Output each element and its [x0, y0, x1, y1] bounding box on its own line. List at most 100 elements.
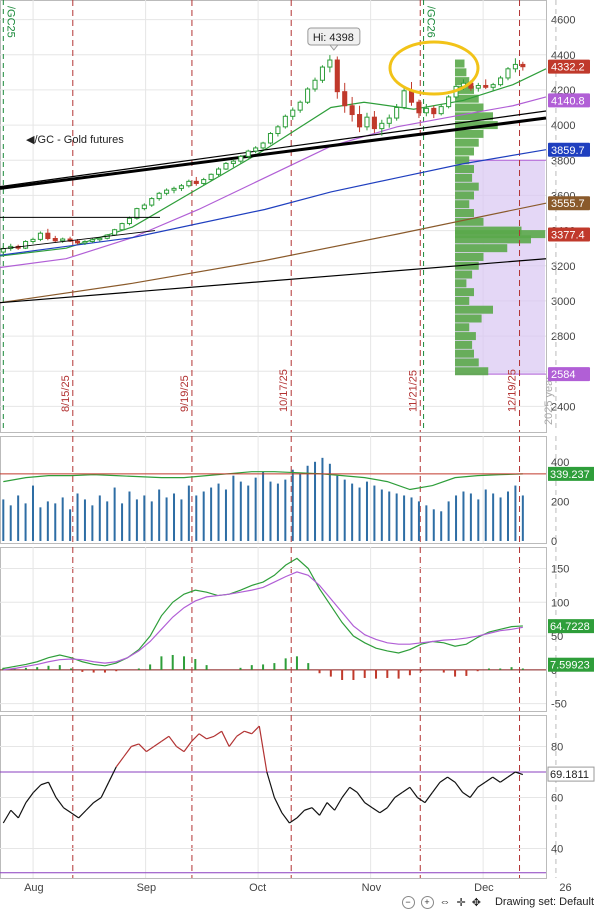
price-tag-label: 7.59923 — [550, 660, 590, 672]
rsi-line-segment — [153, 740, 162, 747]
histogram-bar — [24, 667, 27, 670]
histogram-bar — [397, 669, 400, 679]
histogram-bar — [352, 669, 355, 680]
rsi-line-segment — [289, 817, 298, 824]
price-tag-box — [548, 657, 594, 672]
rsi-line-segment — [386, 797, 396, 809]
y-tick-label: 200 — [551, 496, 569, 508]
candle-body — [45, 232, 51, 239]
volume-profile-bar — [455, 252, 484, 261]
histogram-bar — [81, 669, 84, 672]
candle-body — [216, 168, 222, 175]
histogram-bar — [149, 664, 152, 670]
volume-profile-bar — [455, 147, 474, 156]
candle-body — [364, 116, 370, 128]
volume-bar — [254, 477, 257, 541]
histogram-bar — [183, 656, 186, 670]
volume-bar — [365, 481, 368, 541]
fit-icon[interactable]: ⇔ — [439, 896, 451, 908]
candle-body — [126, 217, 133, 225]
crosshair-icon[interactable]: ✛ — [456, 896, 466, 909]
histogram-bar — [262, 664, 265, 670]
y-tick-label: 4000 — [551, 120, 575, 132]
histogram-bar — [250, 665, 253, 670]
histogram-bar — [205, 665, 208, 670]
rsi-line-segment — [334, 797, 343, 811]
study-line — [0, 202, 547, 304]
highlight-circle — [388, 40, 480, 96]
histogram-bar — [318, 669, 321, 674]
rsi-line-segment — [32, 784, 42, 793]
rsi-line-segment — [221, 730, 230, 747]
volume-profile-bar — [455, 182, 479, 191]
y-tick-label: 60 — [551, 793, 563, 805]
volume-bar — [9, 505, 12, 541]
volume-profile-bar — [455, 112, 493, 121]
rsi-line-segment — [40, 781, 49, 786]
volume-profile-bar — [455, 129, 484, 138]
volume-profile-bar — [455, 138, 479, 147]
rsi-line-segment — [206, 735, 215, 740]
study-line — [0, 149, 547, 256]
candle-body — [253, 147, 259, 152]
rsi-line-segment — [432, 781, 441, 793]
rsi-line-segment — [507, 771, 516, 778]
candle-body — [156, 192, 162, 200]
volume-bar — [477, 499, 480, 541]
volume-bar — [380, 489, 383, 541]
volume-profile-bar — [455, 165, 474, 174]
histogram-bar — [386, 669, 389, 678]
candle-body — [186, 180, 192, 187]
volume-bar — [239, 481, 242, 541]
candle-body — [245, 150, 251, 157]
volume-bar — [291, 469, 294, 541]
rsi-line-segment — [191, 733, 200, 742]
volume-bar — [455, 495, 458, 541]
rsi-line-segment — [161, 735, 170, 742]
price-tag-box — [548, 59, 590, 74]
volume-profile-bar — [455, 59, 465, 68]
volume-bar — [321, 457, 324, 541]
volume-profile-bar — [455, 305, 493, 314]
volume-profile-bar — [455, 261, 479, 270]
zoom-out-icon[interactable]: − — [401, 895, 415, 909]
volume-bar — [514, 485, 517, 541]
candle-body — [327, 59, 333, 68]
volume-bar — [425, 505, 428, 541]
candle-body — [401, 90, 407, 108]
volume-bar — [173, 493, 176, 541]
candle-body — [371, 116, 377, 130]
drawing-set-label[interactable]: Drawing set: Default — [494, 896, 594, 908]
rsi-line-segment — [424, 792, 433, 803]
symbol-label: ◀/GC - Gold futures — [26, 134, 124, 146]
rsi-line-segment — [319, 802, 328, 816]
y-tick-label: 50 — [551, 631, 563, 643]
momentum-line — [3, 571, 523, 671]
volume-profile-bar — [455, 314, 482, 323]
price-tag-box — [548, 93, 590, 108]
rsi-line-segment — [70, 812, 79, 819]
histogram-bar — [442, 669, 445, 673]
bottom-toolbar: − + ⇔ ✛ ✥ Drawing set: Default — [401, 895, 596, 909]
rsi-line-segment — [356, 792, 366, 803]
pan-icon[interactable]: ✥ — [471, 896, 481, 909]
rsi-line-segment — [63, 807, 72, 814]
rsi-line-segment — [266, 771, 275, 798]
volume-bar — [210, 487, 213, 541]
rsi-line-segment — [341, 786, 351, 798]
rsi-line-segment — [304, 807, 313, 811]
volume-profile-bar — [455, 323, 470, 332]
histogram-bar — [171, 654, 174, 670]
candle-body — [438, 106, 444, 115]
rsi-line-segment — [244, 730, 252, 735]
histogram-bar — [307, 663, 310, 670]
momentum-line — [3, 557, 523, 670]
volume-profile-bar — [455, 209, 474, 217]
rsi-line-segment — [281, 812, 290, 824]
volume-bar — [328, 463, 331, 541]
candle-body — [312, 79, 318, 90]
candle-body — [297, 101, 303, 111]
volume-bar — [76, 493, 79, 541]
zoom-in-icon[interactable]: + — [420, 895, 434, 909]
candle-body — [149, 198, 155, 206]
